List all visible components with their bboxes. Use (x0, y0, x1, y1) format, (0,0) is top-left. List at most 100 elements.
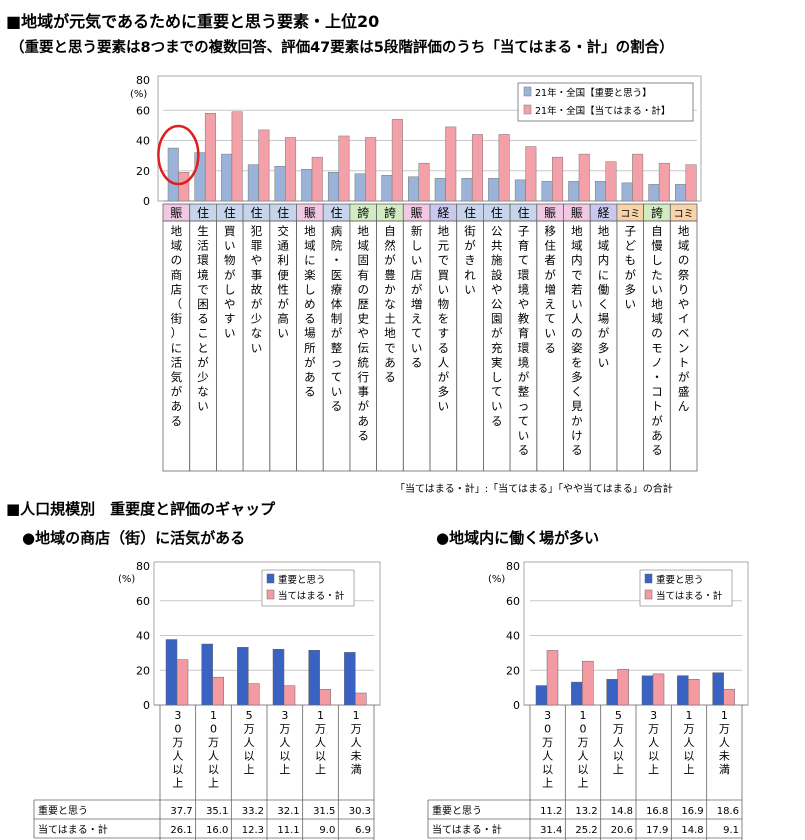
category-tag: 住 (224, 206, 236, 220)
category-label: 新しい店が増えている (411, 224, 423, 369)
legend-box (639, 569, 733, 607)
table-cell: 11.2 (540, 806, 562, 817)
category-label: 移住者が増えている (544, 224, 556, 355)
legend-swatch (644, 589, 653, 600)
bar-evaluation (355, 692, 367, 706)
table-cell: 9.0 (319, 825, 335, 836)
y-tick-label: 80 (136, 560, 150, 573)
legend-swatch (523, 86, 532, 97)
highlight-circle (157, 124, 200, 186)
table-cell: 6.9 (355, 825, 371, 836)
table-cell: 18.6 (717, 806, 739, 817)
bar-importance (641, 675, 654, 706)
category-label: 地域の商店（街）に活気がある (171, 224, 183, 428)
table-cell: 16.8 (646, 806, 668, 817)
category-tag: 賑 (411, 206, 423, 220)
table-cell: 26.1 (170, 825, 192, 836)
bar-evaluation (688, 679, 700, 706)
bar-evaluation (231, 111, 243, 202)
table-cell: 31.4 (540, 825, 562, 836)
table-cell: 33.2 (242, 806, 264, 817)
bar-evaluation (723, 688, 735, 706)
category-label: 5 万人以上 (613, 709, 624, 776)
bar-evaluation (338, 135, 350, 202)
category-tag: 住 (517, 206, 529, 220)
bar-evaluation (578, 153, 590, 202)
table-row-label: 重要と思う (38, 804, 88, 817)
bar-evaluation (391, 119, 403, 202)
category-label: 病院・医療体制が整っている (331, 224, 343, 413)
category-tag: 住 (331, 206, 343, 220)
category-label-cell (669, 220, 698, 472)
y-tick-label: 20 (506, 664, 520, 677)
legend-label: 重要と思う (278, 574, 326, 586)
category-label: 1 万人未満 (719, 709, 730, 776)
bar-evaluation (582, 660, 594, 706)
bar-evaluation (658, 162, 670, 202)
bar-evaluation (176, 659, 189, 706)
y-tick-label: 20 (136, 165, 150, 178)
category-tag: 誇 (651, 205, 663, 220)
category-label: 3 万人以上 (279, 709, 290, 776)
table-cell: 14.8 (681, 825, 703, 836)
y-tick-label: 60 (136, 595, 150, 608)
bar-importance (571, 681, 583, 706)
bar-evaluation (546, 650, 559, 706)
category-tag: 住 (277, 206, 289, 220)
category-tag: コミ (620, 209, 640, 220)
bar-evaluation (471, 134, 483, 202)
category-tag: 賑 (544, 206, 556, 220)
y-tick-label: 0 (513, 699, 520, 712)
category-label: 1 万人未満 (351, 709, 362, 776)
category-label: 生活環境で困ることが少ない (197, 224, 209, 413)
bar-importance (308, 650, 320, 706)
legend-swatch (523, 104, 532, 115)
table-cell: 31.5 (313, 806, 335, 817)
category-tag: 住 (197, 206, 209, 220)
category-label: 地域に楽しめる場所がある (304, 224, 316, 399)
bar-importance (237, 647, 249, 706)
bar-evaluation (525, 146, 537, 202)
y-tick-label: 60 (136, 104, 150, 117)
y-tick-label: 40 (506, 630, 520, 643)
y-tick-label: 40 (136, 630, 150, 643)
main-chart-note: 「当てはまる・計」:「当てはまる」「やや当てはまる」の合計 (395, 484, 673, 495)
category-tag: 誇 (357, 205, 369, 220)
category-label: 街がきれい (464, 224, 476, 296)
y-tick-label: 80 (136, 74, 150, 87)
category-label: 地元で買い物をする人が多い (438, 224, 450, 413)
category-label: 買い物がしやすい (224, 224, 236, 340)
table-cell: 37.7 (170, 806, 192, 817)
table-cell: 11.1 (277, 825, 299, 836)
legend-label: 当てはまる・計 (656, 590, 723, 602)
category-tag: 住 (464, 206, 476, 220)
sub-chart-2-title: ●地域内に働く場が多い (436, 529, 600, 547)
bar-importance (201, 643, 213, 706)
category-label: 3 万人以上 (648, 709, 659, 776)
table-cell: 25.2 (575, 825, 597, 836)
sub-chart-1-title: ●地域の商店（街）に活気がある (22, 529, 246, 547)
category-label: 地域内で若い人の姿を多く見かける (571, 224, 583, 457)
category-label: 3 0 万人以上 (172, 709, 183, 790)
table-cell: 14.8 (611, 806, 633, 817)
y-tick-label: 20 (136, 664, 150, 677)
bar-evaluation (258, 129, 270, 202)
bar-importance (344, 652, 356, 706)
legend-swatch (266, 573, 275, 584)
bar-evaluation (311, 156, 323, 202)
category-tag: 住 (491, 206, 503, 220)
table-cell: 16.9 (681, 806, 703, 817)
legend-swatch (644, 573, 653, 584)
bar-evaluation (204, 113, 216, 202)
category-label: 地域の祭りやイベントが盛ん (678, 224, 690, 413)
bar-evaluation (212, 676, 224, 706)
y-tick-label: 0 (143, 195, 150, 208)
bar-evaluation (617, 668, 629, 706)
category-label: 自然が豊かな土地である (384, 224, 396, 384)
main-title: ■地域が元気であるために重要と思う要素・上位20 (6, 12, 380, 31)
table-cell: 32.1 (277, 806, 299, 817)
bar-evaluation (552, 156, 564, 202)
table-cell: 12.3 (242, 825, 264, 836)
bar-evaluation (248, 683, 260, 706)
category-tag: 賑 (170, 206, 182, 220)
